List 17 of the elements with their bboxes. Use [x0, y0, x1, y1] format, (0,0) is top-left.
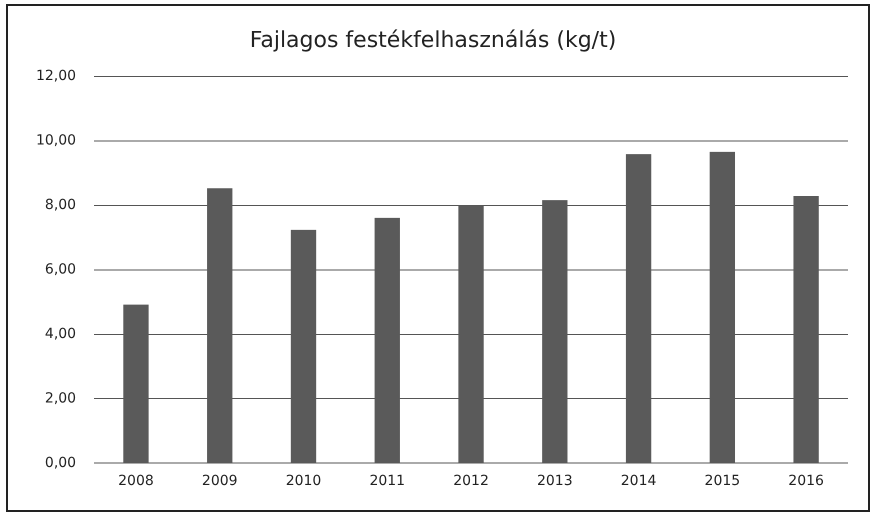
x-tick-label: 2008 [118, 473, 154, 490]
y-tick-label: 12,00 [36, 68, 76, 84]
x-tick-label: 2016 [788, 473, 824, 490]
y-tick-label: 10,00 [36, 132, 76, 149]
x-tick-label: 2010 [286, 473, 322, 490]
y-tick-label: 4,00 [44, 326, 76, 342]
x-tick-label: 2012 [453, 473, 489, 490]
y-tick-label: 0,00 [44, 454, 76, 471]
chart-title: Fajlagos festékfelhasználás (kg/t) [250, 28, 616, 53]
y-tick-label: 8,00 [44, 196, 76, 213]
x-tick-label: 2009 [202, 473, 238, 490]
x-tick-label: 2015 [704, 473, 740, 490]
x-tick-label: 2014 [620, 473, 656, 490]
y-tick-label: 2,00 [44, 390, 76, 406]
x-tick-label: 2013 [536, 473, 573, 490]
x-tick-label: 2011 [369, 473, 406, 490]
y-tick-label: 6,00 [44, 261, 76, 278]
